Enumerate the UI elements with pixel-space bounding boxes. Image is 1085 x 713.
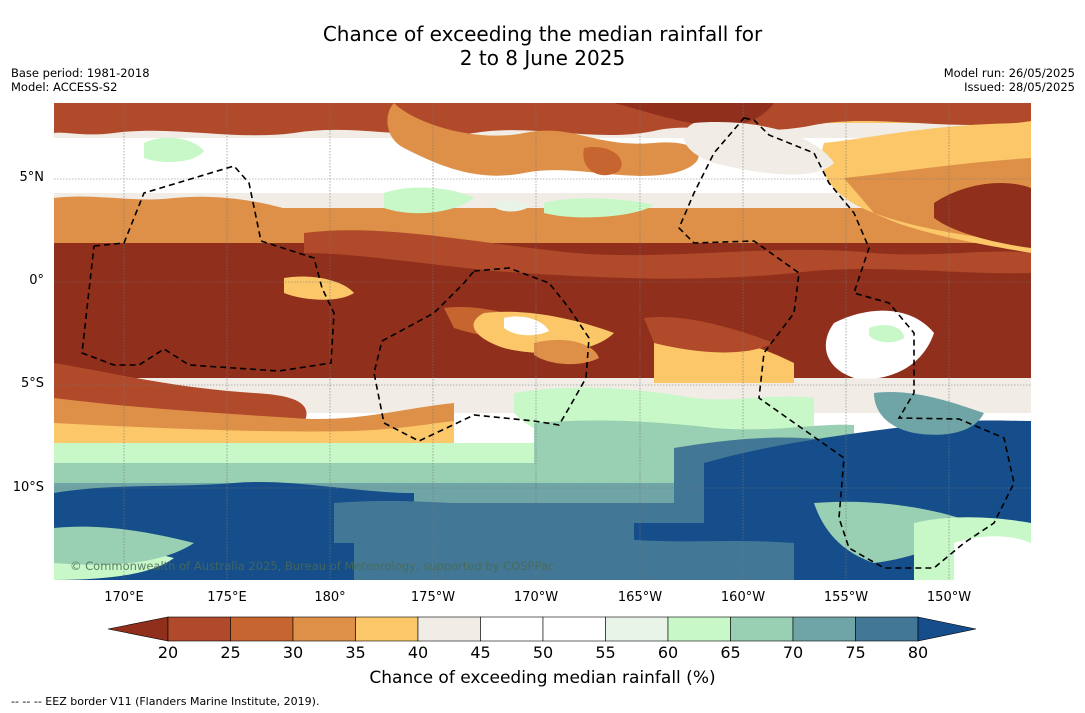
colorbar-segments	[107, 616, 977, 642]
colorbar-tick-label: 35	[345, 643, 366, 662]
lon-label-155w: 155°W	[823, 590, 869, 605]
colorbar-segment	[167, 616, 231, 642]
colorbar-tick-label: 65	[720, 643, 741, 662]
colorbar-segment	[230, 616, 294, 642]
colorbar-title: Chance of exceeding median rainfall (%)	[369, 668, 716, 688]
south-white-bottom-east	[954, 536, 1031, 580]
north-west-orange	[54, 196, 314, 243]
gridlines	[54, 103, 1031, 580]
colorbar-tick-label: 45	[470, 643, 491, 662]
colorbar-segment	[542, 616, 606, 642]
lon-label-160w: 160°W	[720, 590, 766, 605]
north-mid-white	[683, 122, 834, 175]
colorbar-tick-label: 75	[845, 643, 866, 662]
equator-orange-north	[304, 230, 1031, 279]
model-run: Model run: 26/05/2025	[943, 66, 1075, 80]
lon-label-150w: 150°W	[926, 590, 972, 605]
colorbar-segment	[605, 616, 669, 642]
south-teal-bottom-east	[814, 501, 974, 563]
eez-border-west	[81, 165, 335, 372]
south-blue-west	[54, 481, 414, 523]
colorbar-tick-label: 25	[220, 643, 241, 662]
equator-light-patch	[284, 276, 354, 300]
north-brown-patch-1	[614, 103, 774, 126]
colorbar-tick-label: 50	[532, 643, 554, 662]
colorbar-segment	[792, 616, 856, 642]
south-east-teal-column	[874, 392, 984, 435]
lon-label-175w: 175°W	[410, 590, 456, 605]
equator-east-green	[869, 325, 904, 343]
south-teal-bottom-left	[54, 526, 194, 565]
lat-label-5s: 5°S	[20, 376, 44, 391]
north-green-patch-4	[494, 200, 529, 212]
north-brown-patch-2	[583, 147, 622, 176]
colorbar-tick-label: 80	[907, 643, 929, 662]
north-green-patch-1	[144, 137, 204, 163]
colorbar-tick-label: 20	[157, 643, 179, 662]
map-panel	[54, 103, 1031, 580]
eez-border-central	[373, 267, 590, 442]
south-slate-bottom-mid	[354, 532, 794, 580]
colorbar	[107, 616, 977, 642]
equator-east-brown	[644, 317, 774, 353]
colorbar-segment	[417, 616, 481, 642]
title-line-2: 2 to 8 June 2025	[459, 46, 626, 70]
lat-label-10s: 10°S	[12, 480, 44, 495]
south-slate-middle	[334, 500, 634, 543]
equator-east-white	[825, 310, 934, 379]
lon-label-180: 180°	[314, 590, 346, 605]
equator-white-blob	[504, 316, 549, 336]
north-green-patch-3	[544, 198, 654, 218]
eez-footnote: -- -- -- EEZ border V11 (Flanders Marine…	[11, 695, 320, 708]
lon-label-170e: 170°E	[104, 590, 144, 605]
colorbar-tick-label: 30	[282, 643, 304, 662]
north-east-brown	[934, 183, 1031, 248]
eez-borders	[81, 117, 1015, 569]
colorbar-extend-low	[107, 616, 169, 642]
colorbar-segment	[480, 616, 544, 642]
lon-label-165w: 165°W	[617, 590, 663, 605]
colorbar-segment	[730, 616, 794, 642]
south-yellow-west	[54, 421, 454, 443]
title-line-1: Chance of exceeding the median rainfall …	[322, 22, 763, 46]
colorbar-tick-label: 60	[657, 643, 679, 662]
equator-orange-south-1	[534, 339, 599, 365]
meta-right: Model run: 26/05/2025 Issued: 28/05/2025	[944, 66, 1075, 94]
eez-border-east-north	[678, 117, 1015, 569]
rainfall-map	[54, 103, 1031, 580]
model-name: Model: ACCESS-S2	[11, 80, 118, 94]
colorbar-segment	[355, 616, 419, 642]
colorbar-tick-label: 40	[407, 643, 429, 662]
issued-date: Issued: 28/05/2025	[964, 80, 1075, 94]
colorbar-extend-high	[917, 616, 977, 642]
north-brown-strip	[54, 103, 1031, 136]
south-orange-west	[54, 398, 454, 433]
lon-label-170w: 170°W	[513, 590, 559, 605]
colorbar-segment	[667, 616, 731, 642]
meta-left: Base period: 1981-2018 Model: ACCESS-S2	[11, 66, 150, 94]
base-period: Base period: 1981-2018	[11, 66, 150, 80]
lon-label-175e: 175°E	[207, 590, 247, 605]
colorbar-tick-label: 70	[782, 643, 804, 662]
map-title: Chance of exceeding the median rainfall …	[0, 22, 1085, 70]
colorbar-tick-label: 55	[595, 643, 616, 662]
lat-label-0: 0°	[29, 273, 44, 288]
north-green-patch-2	[384, 187, 474, 214]
lat-label-5n: 5°N	[19, 170, 45, 185]
colorbar-segment	[855, 616, 919, 642]
north-orange-patch-1	[387, 103, 699, 176]
colorbar-segment	[292, 616, 356, 642]
copyright-notice: © Commonwealth of Australia 2025, Bureau…	[70, 559, 555, 573]
